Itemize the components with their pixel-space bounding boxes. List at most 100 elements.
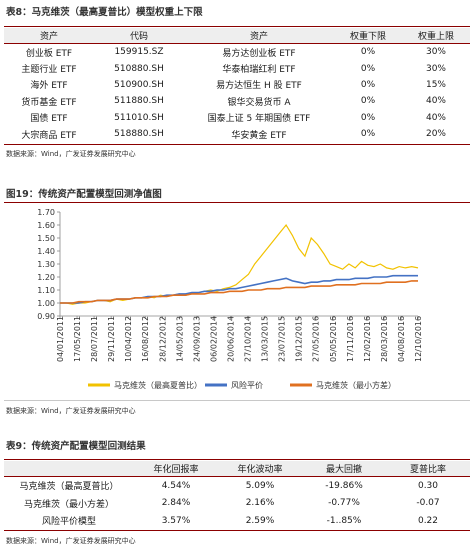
table9-header-volatility: 年化波动率 [218, 461, 302, 477]
table8-cell: 15% [425, 79, 446, 90]
table9-header-return: 年化回报率 [134, 461, 218, 477]
table8-cell: 国债 ETF [30, 114, 68, 125]
table8-title: 表8：马克维茨（最高夏普比）模型权重上下限 [6, 7, 203, 18]
table8-cell: 货币基金 ETF [21, 97, 77, 108]
x-tick-label: 27/10/2014 [244, 316, 253, 362]
table9-cell: 马克维茨（最高夏普比） [19, 482, 119, 493]
table8-source: 数据来源：Wind，广发证券发展研究中心 [6, 150, 136, 158]
table8-row: 国债 ETF 511010.SH 国泰上证 5 年期国债 ETF 0% 40% [4, 110, 470, 126]
x-tick-label: 28/07/2011 [90, 316, 99, 362]
x-tick-label: 17/11/2016 [346, 316, 355, 362]
table8-cell: 华泰柏瑞红利 ETF [222, 65, 296, 76]
figure19-title: 图19：传统资产配置模型回测净值图 [6, 189, 162, 200]
table9-cell: 马克维茨（最小方差） [23, 499, 114, 510]
table9-cell: 2.16% [245, 498, 275, 509]
table9-cell: 2.59% [245, 515, 275, 526]
table8-cell: 0% [360, 112, 376, 123]
x-tick-label: 12/10/2016 [414, 316, 423, 362]
table8-cell: 40% [425, 112, 446, 123]
table8-cell: 518880.SH [114, 129, 164, 140]
table9-cell: 风险平价模型 [41, 517, 96, 528]
table8-cell: 159915.SZ [114, 47, 164, 58]
table8-cell: 主题行业 ETF [21, 65, 77, 76]
table8-cell: 0% [360, 96, 376, 107]
table9-row: 马克维茨（最高夏普比） 4.54% 5.09% -19.86% 0.30 [4, 477, 470, 495]
x-tick-label: 14/05/2013 [175, 316, 184, 362]
table8-cell: 易方达恒生 H 股 ETF [216, 81, 302, 92]
table8-cell: 30% [425, 47, 446, 58]
y-tick-label: 1.60 [37, 221, 55, 230]
table8-row: 货币基金 ETF 511880.SH 银华交易货币 A 0% 40% [4, 93, 470, 109]
table9-source: 数据来源：Wind，广发证券发展研究中心 [6, 537, 136, 545]
x-tick-label: 29/11/2011 [107, 316, 116, 362]
y-tick-label: 0.90 [37, 312, 55, 321]
table9-title: 表9：传统资产配置模型回测结果 [6, 441, 146, 452]
legend-label-1: 风险平价 [231, 380, 263, 390]
table8-cell: 0% [360, 129, 376, 140]
series-line-2 [60, 280, 418, 304]
table8-header-row: 资产 代码 资产 权重下限 权重上限 [4, 28, 470, 44]
table9-cell: 5.09% [245, 480, 275, 491]
table8: 资产 代码 资产 权重下限 权重上限 创业板 ETF 159915.SZ 易方达创业… [4, 28, 470, 142]
table9-row: 风险平价模型 3.57% 2.59% -1..85% 0.22 [4, 512, 470, 530]
table8-cell: 海外 ETF [30, 81, 68, 92]
table9-cell: -0.77% [328, 498, 360, 509]
x-tick-label: 28/12/2012 [158, 316, 167, 362]
table8-bottom-rule [4, 144, 470, 145]
table9-bottom-rule [4, 530, 470, 531]
y-tick-label: 1.50 [37, 234, 55, 243]
table8-cell: 易方达创业板 ETF [222, 48, 296, 59]
table8-header-lower: 权重下限 [334, 28, 402, 44]
figure19-source: 数据来源：Wind，广发证券发展研究中心 [6, 407, 136, 415]
table8-cell: 20% [425, 129, 446, 140]
table8-cell: 30% [425, 63, 446, 74]
table9: 年化回报率 年化波动率 最大回撤 夏普比率 马克维茨（最高夏普比） 4.54% 5.… [4, 461, 470, 530]
table8-cell: 511010.SH [114, 112, 164, 123]
table9-cell: 3.57% [161, 515, 191, 526]
y-tick-label: 1.70 [37, 208, 55, 217]
legend-label-2: 马克维茨（最小方差） [316, 380, 396, 390]
x-tick-label: 06/02/2014 [209, 316, 218, 362]
table8-row: 主题行业 ETF 510880.SH 华泰柏瑞红利 ETF 0% 30% [4, 60, 470, 76]
figure19-top-rule [4, 202, 470, 203]
y-tick-label: 1.10 [37, 286, 55, 295]
x-tick-label: 19/12/2015 [295, 316, 304, 362]
table8-cell: 国泰上证 5 年期国债 ETF [207, 114, 311, 125]
table8-cell: 40% [425, 96, 446, 107]
series-line-0 [60, 223, 419, 305]
x-tick-label: 28/03/2016 [380, 316, 389, 362]
table8-top-rule [4, 26, 470, 27]
table8-cell: 0% [360, 63, 376, 74]
table8-cell: 银华交易货币 A [227, 97, 291, 108]
table9-cell: 0.30 [417, 480, 439, 491]
figure19-bottom-rule [4, 400, 470, 401]
table9-cell: 0.22 [417, 515, 439, 526]
table8-header-asset: 资产 [4, 28, 94, 44]
table9-header-drawdown: 最大回撤 [302, 461, 386, 477]
table8-cell: 大宗商品 ETF [21, 130, 77, 141]
x-tick-label: 24/09/2013 [192, 316, 201, 362]
y-tick-label: 1.00 [37, 299, 55, 308]
table9-top-rule [4, 459, 470, 460]
table8-cell: 510880.SH [114, 63, 164, 74]
x-tick-label: 04/01/2011 [56, 316, 65, 362]
x-tick-label: 27/05/2016 [312, 316, 321, 362]
table8-cell: 511880.SH [114, 96, 164, 107]
y-tick-label: 1.40 [37, 247, 55, 256]
table8-row: 海外 ETF 510900.SH 易方达恒生 H 股 ETF 0% 15% [4, 77, 470, 93]
x-tick-label: 17/05/2011 [73, 316, 82, 362]
table8-cell: 华安黄金 ETF [231, 130, 287, 141]
x-tick-label: 16/08/2012 [141, 316, 150, 362]
legend-label-0: 马克维茨（最高夏普比） [114, 380, 202, 390]
y-tick-label: 1.20 [37, 273, 55, 282]
table9-cell: -0.07 [416, 498, 440, 509]
table8-cell: 0% [360, 47, 376, 58]
table8-row: 大宗商品 ETF 518880.SH 华安黄金 ETF 0% 20% [4, 126, 470, 142]
y-tick-label: 1.30 [37, 260, 55, 269]
table8-cell: 创业板 ETF [25, 48, 73, 59]
table9-header-sharpe: 夏普比率 [386, 461, 470, 477]
table9-header-row: 年化回报率 年化波动率 最大回撤 夏普比率 [4, 461, 470, 477]
table9-cell: -1..85% [326, 515, 362, 526]
x-tick-label: 23/07/2015 [278, 316, 287, 362]
table8-header-code: 代码 [94, 28, 184, 44]
